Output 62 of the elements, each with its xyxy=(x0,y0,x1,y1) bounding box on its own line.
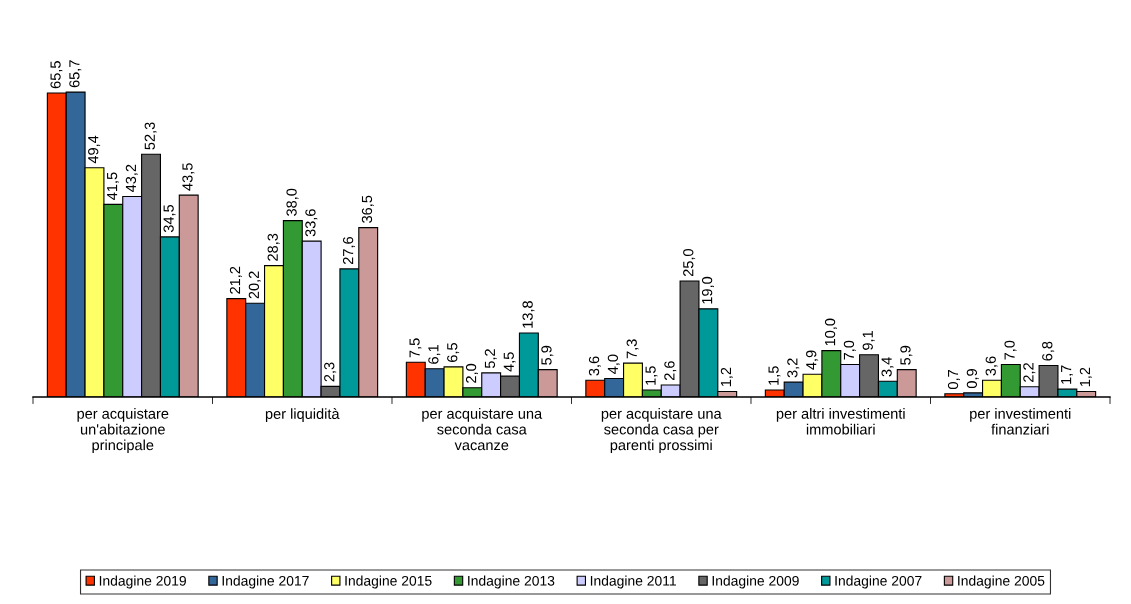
data-label: 0,7 xyxy=(947,370,960,390)
data-label: 0,9 xyxy=(966,369,979,389)
data-label: 7,5 xyxy=(409,338,422,358)
data-label: 3,2 xyxy=(787,358,800,378)
data-label: 6,8 xyxy=(1042,341,1055,361)
data-label: 1,2 xyxy=(720,367,733,387)
data-label: 4,5 xyxy=(503,352,516,372)
data-label: 49,4 xyxy=(88,135,101,164)
data-label: 3,4 xyxy=(881,357,894,377)
data-label: 28,3 xyxy=(267,233,280,261)
x-tick-label: per acquistare un'abitazione principale xyxy=(77,408,169,454)
data-label: 9,1 xyxy=(862,331,875,350)
legend-label: Indagine 2009 xyxy=(712,575,799,589)
data-label: 20,2 xyxy=(248,271,261,299)
x-tick-label: per altri investimenti immobiliari xyxy=(776,408,905,435)
data-label: 41,5 xyxy=(107,172,119,200)
data-label: 43,5 xyxy=(182,163,195,191)
data-label: 7,3 xyxy=(626,339,639,359)
data-label: 6,1 xyxy=(428,344,441,364)
data-label: 13,8 xyxy=(522,301,535,328)
data-label: 2,3 xyxy=(324,362,337,382)
data-label: 4,0 xyxy=(607,354,620,374)
data-label: 7,0 xyxy=(1004,340,1017,360)
data-label: 3,6 xyxy=(588,356,601,376)
data-label: 3,6 xyxy=(985,356,998,376)
data-label: 43,2 xyxy=(125,164,138,193)
x-tick-label: per acquistare una seconda casa vacanze xyxy=(422,408,543,451)
data-label: 1,2 xyxy=(1079,367,1092,387)
legend-label: Indagine 2013 xyxy=(468,575,555,589)
legend-label: Indagine 2015 xyxy=(345,575,432,589)
data-label: 7,0 xyxy=(843,340,856,360)
data-label: 1,5 xyxy=(645,366,658,385)
data-label: 4,9 xyxy=(806,350,819,370)
data-label: 10,0 xyxy=(824,318,837,346)
data-label: 2,0 xyxy=(465,363,478,383)
data-label: 5,2 xyxy=(484,349,497,369)
legend-label: Indagine 2007 xyxy=(835,575,922,589)
data-label: 2,2 xyxy=(1023,363,1036,382)
data-label: 38,0 xyxy=(286,188,299,216)
data-label: 33,6 xyxy=(305,209,318,237)
data-label: 5,9 xyxy=(900,345,913,365)
data-label: 1,5 xyxy=(768,366,781,385)
data-label: 21,2 xyxy=(229,266,242,294)
data-label: 65,7 xyxy=(69,60,82,88)
data-label: 52,3 xyxy=(144,122,157,150)
data-label: 34,5 xyxy=(163,204,176,233)
legend-label: Indagine 2005 xyxy=(958,575,1045,589)
data-label: 65,5 xyxy=(50,61,63,89)
data-label: 27,6 xyxy=(342,237,356,265)
data-label: 36,5 xyxy=(361,195,374,223)
data-label: 19,0 xyxy=(701,276,715,304)
x-tick-label: per acquistare una seconda casa per parenti prossimi xyxy=(601,408,722,454)
data-label: 2,6 xyxy=(664,361,677,381)
legend-label: Indagine 2017 xyxy=(222,575,309,589)
x-tick-label: per liquidità xyxy=(265,408,340,422)
data-label: 1,7 xyxy=(1061,365,1074,384)
data-label: 5,9 xyxy=(541,345,554,365)
x-tick-label: per investimenti finanziari xyxy=(970,408,1071,435)
data-label: 25,0 xyxy=(683,249,696,277)
legend-label: Indagine 2011 xyxy=(590,575,676,589)
data-label: 6,5 xyxy=(447,343,460,362)
legend-label: Indagine 2019 xyxy=(99,575,186,589)
